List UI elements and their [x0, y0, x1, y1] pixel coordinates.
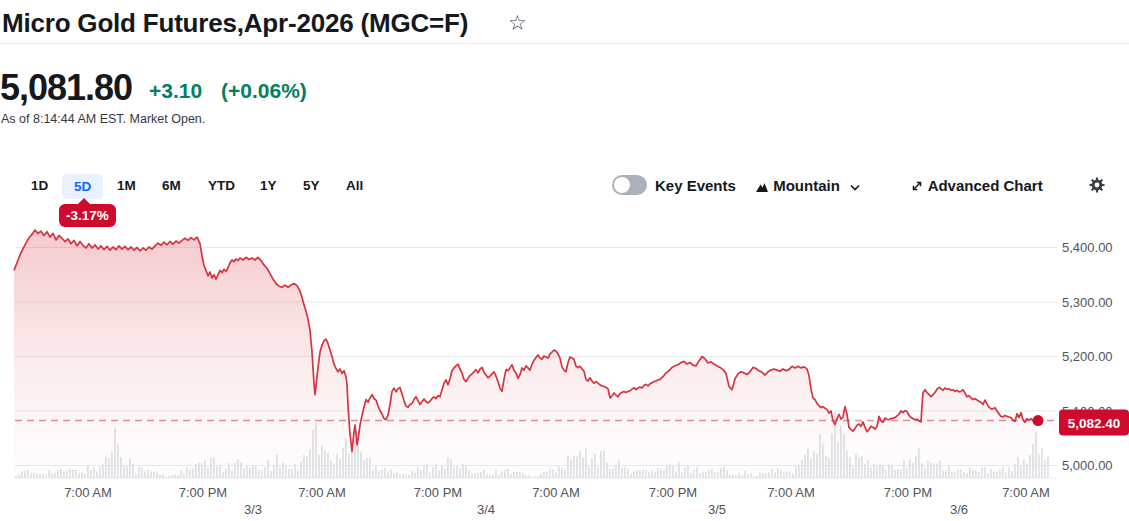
header-divider — [0, 43, 1129, 44]
x-axis-label: 7:00 AM — [1002, 485, 1050, 500]
gear-icon[interactable] — [1088, 176, 1106, 194]
current-price: 5,081.80 — [0, 67, 132, 109]
area-fill — [14, 230, 1038, 478]
volume-bar — [1047, 457, 1049, 478]
price-chart[interactable]: 5,400.005,300.005,200.005,100.005,000.00… — [0, 225, 1129, 521]
quote-page: Micro Gold Futures,Apr-2026 (MGC=F) ☆ 5,… — [0, 0, 1129, 521]
toggle-knob — [614, 177, 630, 193]
x-axis-date-label: 3/4 — [477, 502, 495, 517]
x-axis-label: 7:00 AM — [532, 485, 580, 500]
x-axis-label: 7:00 PM — [649, 485, 697, 500]
mountain-icon — [755, 181, 769, 193]
page-title: Micro Gold Futures,Apr-2026 (MGC=F) — [2, 8, 468, 39]
range-tab-ytd[interactable]: YTD — [208, 178, 235, 193]
as-of-timestamp: As of 8:14:44 AM EST. Market Open. — [1, 112, 205, 126]
expand-icon — [910, 179, 924, 193]
x-axis-date-label: 3/6 — [950, 502, 968, 517]
key-events-label: Key Events — [655, 177, 736, 194]
advanced-chart-label: Advanced Chart — [928, 177, 1043, 194]
advanced-chart-button[interactable]: Advanced Chart — [910, 177, 1043, 194]
current-price-badge-label: 5,082.40 — [1068, 416, 1121, 431]
volume-bar — [1038, 454, 1040, 478]
badge-value: -3.17% — [59, 204, 116, 227]
range-tab-6m[interactable]: 6M — [162, 178, 181, 193]
chart-type-label: Mountain — [773, 177, 840, 194]
x-axis-date-label: 3/3 — [244, 502, 262, 517]
key-events-toggle[interactable] — [612, 175, 647, 195]
y-axis-label: 5,000.00 — [1062, 458, 1113, 473]
range-tab-1m[interactable]: 1M — [117, 178, 136, 193]
range-tab-5d[interactable]: 5D — [62, 174, 103, 199]
x-axis-label: 7:00 PM — [179, 485, 227, 500]
y-axis-label: 5,300.00 — [1062, 295, 1113, 310]
y-axis-label: 5,200.00 — [1062, 349, 1113, 364]
range-tab-1d[interactable]: 1D — [31, 178, 48, 193]
x-axis-label: 7:00 AM — [64, 485, 112, 500]
range-tab-1y[interactable]: 1Y — [260, 178, 277, 193]
x-axis-label: 7:00 PM — [414, 485, 462, 500]
volume-bar — [1044, 460, 1046, 478]
current-price-dot — [1033, 415, 1044, 426]
star-icon[interactable]: ☆ — [508, 11, 527, 35]
range-tab-5y[interactable]: 5Y — [303, 178, 320, 193]
x-axis-label: 7:00 PM — [884, 485, 932, 500]
range-tab-all[interactable]: All — [346, 178, 363, 193]
y-axis-label: 5,400.00 — [1062, 240, 1113, 255]
x-axis-date-label: 3/5 — [708, 502, 726, 517]
x-axis-label: 7:00 AM — [298, 485, 346, 500]
x-axis-label: 7:00 AM — [767, 485, 815, 500]
chevron-down-icon — [850, 184, 860, 191]
chart-type-select[interactable]: Mountain — [755, 177, 860, 194]
volume-bar — [1041, 448, 1043, 478]
price-change: +3.10 — [149, 79, 202, 103]
price-change-percent: (+0.06%) — [221, 79, 307, 103]
